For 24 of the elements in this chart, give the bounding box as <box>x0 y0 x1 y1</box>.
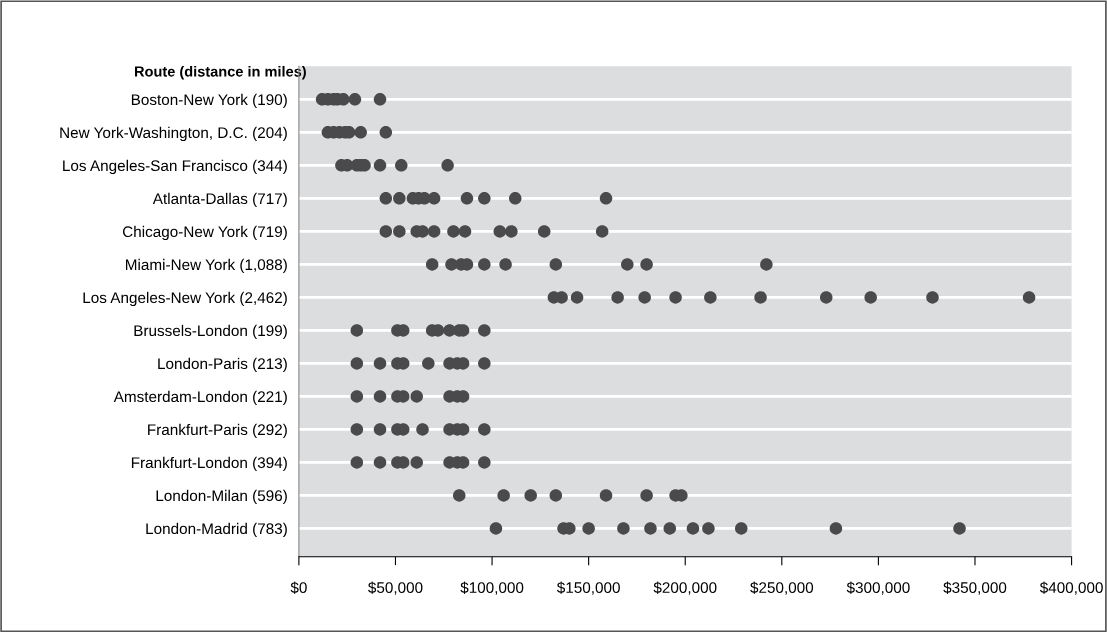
y-tick-label: Amsterdam-London (221) <box>113 390 287 406</box>
y-tick-label: London-Milan (596) <box>156 489 287 505</box>
y-tick-label: Miami-New York (1,088) <box>126 258 287 274</box>
x-tick-label: $0 <box>290 581 307 594</box>
y-tick-label: Frankfurt-Paris (292) <box>148 423 287 439</box>
x-tick-label: $150,000 <box>556 581 620 595</box>
y-axis-title: Route (distance in miles) <box>135 65 306 80</box>
y-tick-label: Chicago-New York (719) <box>122 225 287 241</box>
y-tick-label: London-Paris (213) <box>158 357 287 373</box>
x-tick-label: $300,000 <box>846 581 910 595</box>
y-tick-label: Brussels-London (199) <box>134 324 287 340</box>
x-tick-label: $400,000 <box>1039 581 1103 595</box>
y-tick-label: London-Madrid (783) <box>146 522 287 538</box>
y-tick-label: Boston-New York (190) <box>131 93 287 109</box>
y-tick-label: Frankfurt-London (394) <box>131 456 287 472</box>
x-tick-label: $100,000 <box>460 581 524 595</box>
x-tick-label: $200,000 <box>653 581 717 595</box>
x-tick-label: $250,000 <box>750 581 814 595</box>
y-tick-label: Los Angeles-New York (2,462) <box>83 291 287 307</box>
x-tick-label: $350,000 <box>943 581 1007 595</box>
y-tick-label: Los Angeles-San Francisco (344) <box>63 159 287 175</box>
x-tick-label: $50,000 <box>368 581 423 595</box>
y-tick-label: New York-Washington, D.C. (204) <box>60 126 287 142</box>
y-tick-label: Atlanta-Dallas (717) <box>152 192 287 208</box>
